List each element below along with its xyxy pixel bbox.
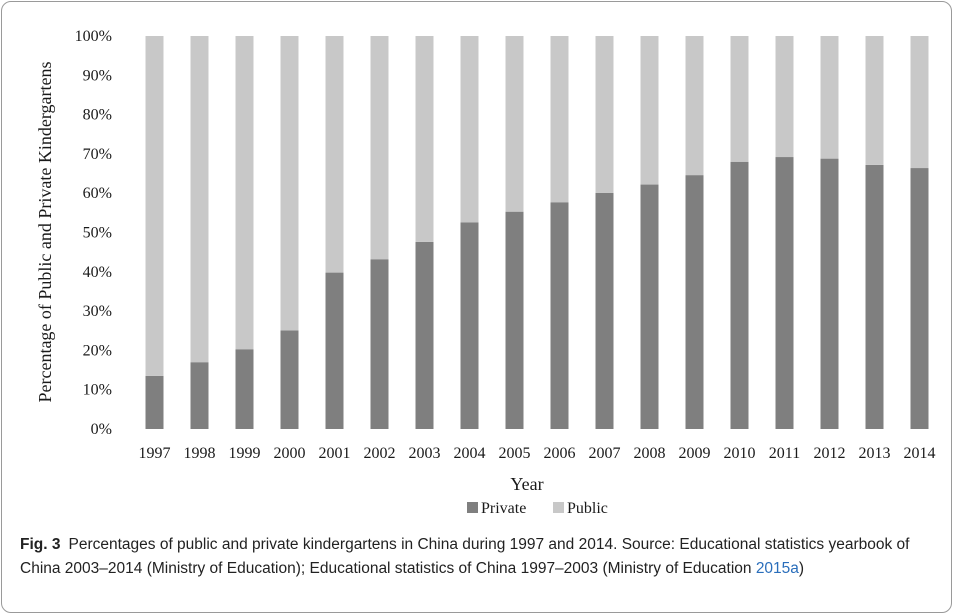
bar-public-2003 xyxy=(415,36,434,242)
caption-text: Percentages of public and private kinder… xyxy=(20,536,910,577)
x-tick-label: 2006 xyxy=(544,445,576,462)
bar-public-1998 xyxy=(190,36,209,363)
legend: Private Public xyxy=(467,500,608,517)
bar-private-2004 xyxy=(460,222,479,429)
bar-private-2002 xyxy=(370,259,389,429)
bar-private-2008 xyxy=(640,184,659,429)
y-tick-label: 70% xyxy=(83,146,112,163)
legend-label-public: Public xyxy=(567,500,608,517)
x-tick-label: 2003 xyxy=(409,445,441,462)
bar-public-2013 xyxy=(865,36,884,165)
stacked-bar-chart: 0%10%20%30%40%50%60%70%80%90%100% 1997 19… xyxy=(35,28,936,517)
x-tick-label: 2004 xyxy=(454,445,486,462)
bar-public-2000 xyxy=(280,36,299,331)
y-tick-label: 80% xyxy=(83,107,112,124)
x-tick-label: 2005 xyxy=(499,445,531,462)
bar-private-1999 xyxy=(235,349,254,429)
bar-public-1997 xyxy=(145,36,164,376)
legend-swatch-private xyxy=(467,502,478,513)
legend-swatch-public xyxy=(553,502,564,513)
y-tick-label: 10% xyxy=(83,382,112,399)
y-axis-title: Percentage of Public and Private Kinderg… xyxy=(35,61,55,402)
bar-private-2010 xyxy=(730,161,749,429)
x-tick-label: 2007 xyxy=(589,445,621,462)
bar-private-2011 xyxy=(775,157,794,429)
x-tick-label: 2009 xyxy=(679,445,711,462)
bar-public-2006 xyxy=(550,36,569,203)
bar-public-2001 xyxy=(325,36,344,273)
x-tick-label: 1997 xyxy=(139,445,171,462)
x-tick-label: 2012 xyxy=(814,445,846,462)
bar-public-2002 xyxy=(370,36,389,260)
bar-private-1997 xyxy=(145,375,164,429)
y-tick-label: 20% xyxy=(83,342,112,359)
y-tick-label: 50% xyxy=(83,225,112,242)
x-tick-label: 1998 xyxy=(184,445,216,462)
bar-private-2003 xyxy=(415,241,434,429)
bar-public-2010 xyxy=(730,36,749,162)
bars xyxy=(145,36,929,430)
y-tick-label: 0% xyxy=(91,421,112,438)
x-tick-label: 2008 xyxy=(634,445,666,462)
caption-closing: ) xyxy=(798,560,805,577)
bar-private-2006 xyxy=(550,202,569,429)
bar-private-2012 xyxy=(820,158,839,429)
x-tick-label: 2014 xyxy=(904,445,936,462)
bar-public-2005 xyxy=(505,36,524,212)
bar-private-2005 xyxy=(505,211,524,429)
y-tick-label: 30% xyxy=(83,303,112,320)
bar-public-2012 xyxy=(820,36,839,159)
bar-private-2000 xyxy=(280,330,299,429)
x-tick-label: 1999 xyxy=(229,445,261,462)
reference-link[interactable]: 2015a xyxy=(755,560,799,577)
x-axis-title: Year xyxy=(510,474,543,494)
bar-private-2001 xyxy=(325,272,344,429)
bar-private-2013 xyxy=(865,164,884,430)
bar-public-2008 xyxy=(640,36,659,185)
bar-public-2014 xyxy=(910,36,929,169)
y-axis-ticks: 0% 10% 20% 30% 40% 50% 60% 70% 80% 90% 100% xyxy=(75,28,112,438)
figure-label: Fig. 3 xyxy=(20,536,61,553)
figure-caption: Fig. 3 Percentages of public and private … xyxy=(20,533,940,581)
x-tick-label: 2000 xyxy=(274,445,306,462)
bar-private-1998 xyxy=(190,362,209,429)
x-tick-label: 2013 xyxy=(859,445,891,462)
y-tick-label: 100% xyxy=(75,28,112,45)
x-tick-label: 2011 xyxy=(769,445,800,462)
bar-public-2009 xyxy=(685,36,704,176)
y-tick-label: 60% xyxy=(83,185,112,202)
x-tick-label: 2001 xyxy=(319,445,351,462)
legend-label-private: Private xyxy=(481,500,526,517)
x-tick-label: 2002 xyxy=(364,445,396,462)
bar-public-2004 xyxy=(460,36,479,223)
y-tick-label: 40% xyxy=(83,264,112,281)
bar-public-1999 xyxy=(235,36,254,350)
x-tick-label: 2010 xyxy=(724,445,756,462)
bar-private-2009 xyxy=(685,175,704,429)
x-axis-ticks: 1997 1998 1999 2000 2001 2002 2003 2004 2005 2006… xyxy=(139,445,936,462)
bar-public-2007 xyxy=(595,36,614,193)
bar-private-2014 xyxy=(910,168,929,429)
bar-private-2007 xyxy=(595,192,614,429)
y-tick-label: 90% xyxy=(83,67,112,84)
bar-public-2011 xyxy=(775,36,794,158)
